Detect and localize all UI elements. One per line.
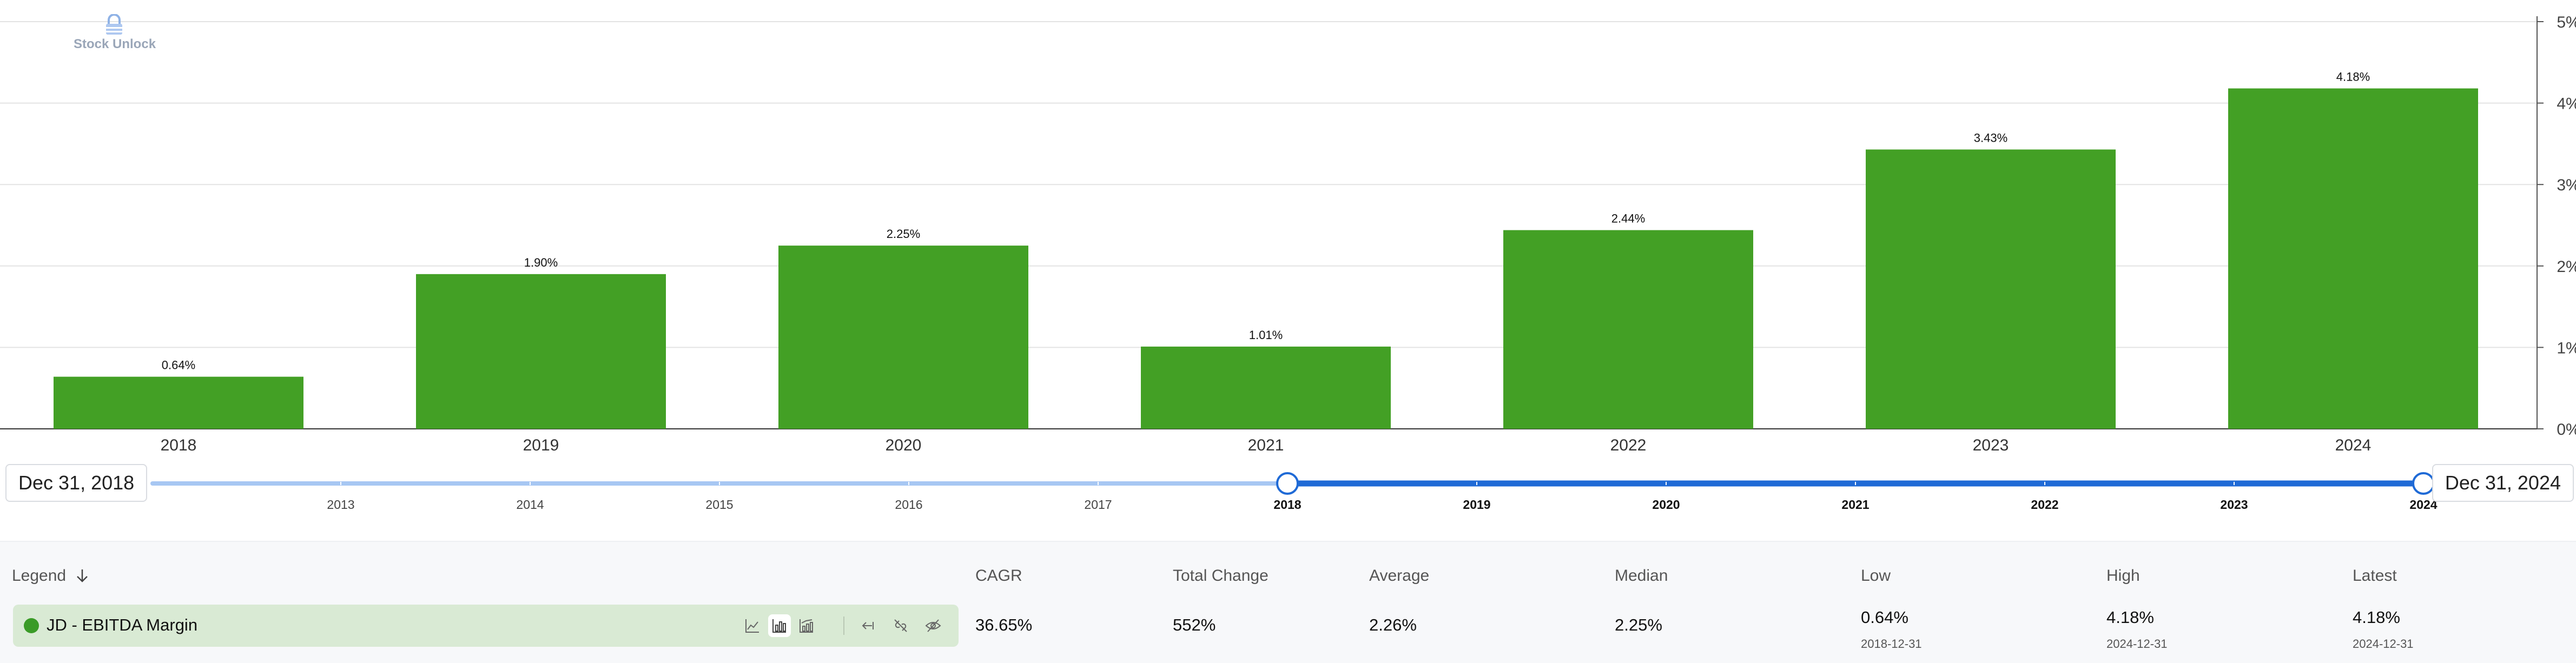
high-date: 2024-12-31 [2106,637,2168,651]
low-date: 2018-12-31 [1861,637,1922,651]
latest-date: 2024-12-31 [2353,637,2414,651]
x-tick-label: 2019 [523,436,559,454]
bar [1503,230,1753,429]
data-label: 1.90% [524,256,558,269]
x-tick-label: 2022 [1610,436,1647,454]
x-tick-label: 2023 [1973,436,2009,454]
slider-end-handle[interactable] [2412,472,2435,495]
bar [2228,88,2478,429]
bar [1141,346,1391,429]
data-label: 3.43% [1974,131,2007,144]
data-label: 2.25% [887,227,920,241]
legend-series-row[interactable]: JD - EBITDA Margin [13,605,959,647]
slider-year-label: 2016 [895,498,922,512]
x-tick-label: 2020 [886,436,922,454]
median-value: 2.25% [1615,615,1662,634]
high-label: High [2106,567,2140,585]
bar-chart-icon[interactable] [768,614,791,637]
y-tick-label: 1% [2557,339,2576,357]
data-label: 2.44% [1611,212,1645,226]
range-start-date[interactable]: Dec 31, 2018 [5,464,148,502]
lock-icon [106,14,122,35]
slider-year-label: 2020 [1652,498,1680,512]
y-tick-label: 5% [2557,14,2576,31]
high-value: 4.18% [2106,608,2154,627]
eye-off-icon[interactable] [922,614,944,637]
slider-year-label: 2015 [705,498,733,512]
bar-chart: 0.64% 1.90% 2.25% 1.01% 2.44% 3.43% 4.18% 2018… [0,14,2576,512]
x-tick-label: 2021 [1248,436,1284,454]
data-label: 1.01% [1249,328,1283,342]
legend-label: Legend [12,567,67,585]
range-slider[interactable]: 2013 2014 2015 2016 2017 2018 2019 2020 2021 2022… [150,472,2438,512]
slider-year-label: 2019 [1463,498,1490,512]
stats-panel: Legend JD - EBITDA Margin CAGR 36.65% To… [0,541,2576,663]
cagr-value: 36.65% [975,615,1033,634]
total-change-label: Total Change [1173,567,1269,585]
legend-header[interactable]: Legend [12,567,89,585]
slider-year-label: 2021 [1841,498,1869,512]
slider-start-handle[interactable] [1276,472,1299,495]
latest-value: 4.18% [2353,608,2400,627]
bars [54,88,2478,429]
cagr-label: CAGR [975,567,1022,585]
slider-year-label: 2018 [1273,498,1301,512]
y-tick-label: 2% [2557,258,2576,276]
series-name: JD - EBITDA Margin [47,615,198,634]
slider-year-label: 2017 [1084,498,1112,512]
y-tick-label: 3% [2557,176,2576,194]
median-label: Median [1615,567,1668,585]
total-change-value: 552% [1173,615,1216,634]
x-axis: 2018 2019 2020 2021 2022 2023 2024 [161,436,2372,454]
y-tick-label: 0% [2557,421,2576,439]
slider-year-label: 2013 [327,498,354,512]
average-label: Average [1369,567,1430,585]
latest-label: Latest [2353,567,2397,585]
slider-year-label: 2023 [2220,498,2248,512]
unlink-icon[interactable] [889,614,912,637]
x-tick-label: 2024 [2335,436,2372,454]
data-label: 4.18% [2336,70,2370,83]
slider-year-label: 2022 [2031,498,2058,512]
y-axis: 0% 1% 2% 3% 4% 5% [2537,14,2576,439]
average-value: 2.26% [1369,615,1417,634]
toolbar-divider [843,616,844,635]
range-end-date[interactable]: Dec 31, 2024 [2432,464,2574,502]
bar [416,274,666,429]
bar-line-chart-icon[interactable] [795,614,818,637]
arrow-left-bar-icon[interactable] [857,614,880,637]
data-labels: 0.64% 1.90% 2.25% 1.01% 2.44% 3.43% 4.18% [162,70,2370,372]
arrow-down-icon[interactable] [71,567,89,585]
low-label: Low [1861,567,1891,585]
bar [54,376,303,429]
series-color-dot [24,618,39,633]
data-label: 0.64% [162,359,195,372]
bar [1866,149,2116,429]
low-value: 0.64% [1861,608,1908,627]
slider-year-label: 2014 [516,498,544,512]
stock-unlock-logo: Stock Unlock [74,14,156,52]
y-tick-label: 4% [2557,95,2576,113]
line-chart-icon[interactable] [741,614,764,637]
x-tick-label: 2018 [161,436,197,454]
bar [778,246,1028,429]
logo-text: Stock Unlock [74,37,156,51]
